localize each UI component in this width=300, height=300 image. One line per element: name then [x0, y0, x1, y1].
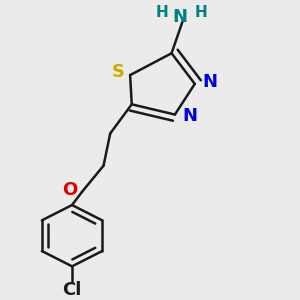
Text: Cl: Cl: [62, 281, 82, 299]
Text: N: N: [182, 107, 197, 125]
Text: H: H: [155, 5, 168, 20]
Text: N: N: [172, 8, 188, 26]
Text: O: O: [62, 182, 77, 200]
Text: H: H: [195, 5, 208, 20]
Text: N: N: [202, 74, 217, 92]
Text: S: S: [112, 63, 125, 81]
